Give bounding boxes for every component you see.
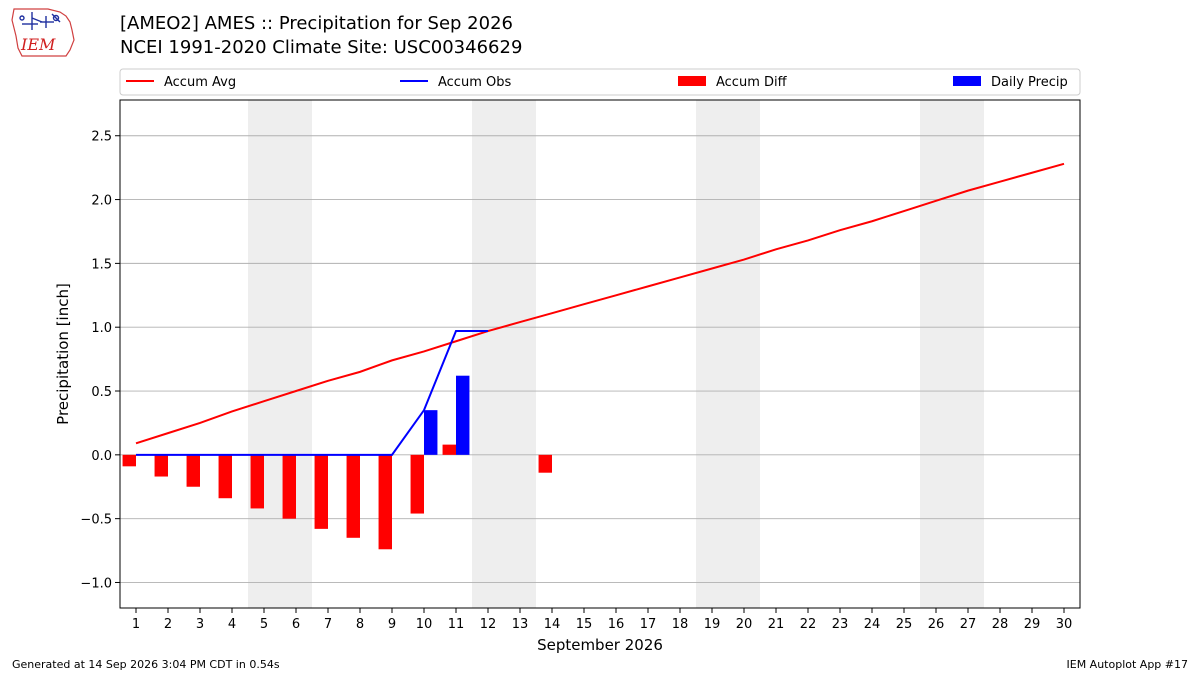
x-tick-label-5: 5 xyxy=(260,617,268,632)
x-tick-label-29: 29 xyxy=(1024,617,1041,632)
x-tick-label-15: 15 xyxy=(576,617,593,632)
x-tick-label-25: 25 xyxy=(896,617,913,632)
x-tick-label-12: 12 xyxy=(480,617,497,632)
y-tick-label-4: 1.0 xyxy=(91,321,112,336)
legend-label-accum-diff: Accum Diff xyxy=(716,75,788,90)
y-tick-label-3: 0.5 xyxy=(91,385,112,400)
weekend-band-2 xyxy=(696,100,760,608)
plot-frame xyxy=(119,99,1081,609)
accum-diff-bar-8 xyxy=(346,454,360,538)
x-tick-label-27: 27 xyxy=(960,617,977,632)
accum-obs-line xyxy=(136,330,488,456)
legend-label-daily-precip: Daily Precip xyxy=(991,75,1068,90)
y-tick-label-6: 2.0 xyxy=(91,194,112,209)
x-tick-label-3: 3 xyxy=(196,617,204,632)
x-tick-label-22: 22 xyxy=(800,617,817,632)
y-tick-label-1: −0.5 xyxy=(80,513,112,528)
y-tick-label-2: 0.0 xyxy=(91,449,112,464)
accum-diff-bar-10 xyxy=(410,454,424,514)
x-tick-label-14: 14 xyxy=(544,617,561,632)
x-tick-label-24: 24 xyxy=(864,617,881,632)
x-tick-label-21: 21 xyxy=(768,617,785,632)
x-tick-label-17: 17 xyxy=(640,617,657,632)
legend-frame xyxy=(119,68,1081,96)
accum-diff-bar-4 xyxy=(218,454,232,499)
accum-diff-bar-7 xyxy=(314,454,328,529)
chart-subtitle: NCEI 1991-2020 Climate Site: USC00346629 xyxy=(120,37,523,58)
legend-swatch-daily-precip xyxy=(953,76,981,86)
x-tick-label-13: 13 xyxy=(512,617,529,632)
x-tick-label-1: 1 xyxy=(132,617,140,632)
x-tick-label-30: 30 xyxy=(1056,617,1073,632)
x-tick-label-9: 9 xyxy=(388,617,396,632)
app-credit: IEM Autoplot App #17 xyxy=(1066,658,1189,671)
weekend-band-0 xyxy=(248,100,312,608)
x-tick-label-8: 8 xyxy=(356,617,364,632)
x-tick-label-6: 6 xyxy=(292,617,300,632)
iem-logo: IEM xyxy=(11,8,75,57)
y-tick-label-0: −1.0 xyxy=(80,576,112,591)
x-tick-label-7: 7 xyxy=(324,617,332,632)
y-axis-label: Precipitation [inch] xyxy=(54,283,72,425)
x-tick-label-28: 28 xyxy=(992,617,1009,632)
legend-swatch-accum-diff xyxy=(678,76,706,86)
legend-label-accum-avg: Accum Avg xyxy=(164,75,236,90)
accum-diff-bar-14 xyxy=(538,454,552,473)
accum-avg-line xyxy=(135,162,1065,445)
y-tick-label-7: 2.5 xyxy=(91,130,112,145)
x-tick-label-4: 4 xyxy=(228,617,236,632)
accum-diff-bar-2 xyxy=(154,454,168,477)
accum-diff-bar-1 xyxy=(122,454,136,467)
chart-title: [AMEO2] AMES :: Precipitation for Sep 20… xyxy=(120,13,513,34)
x-axis-label: September 2026 xyxy=(537,636,663,654)
x-tick-label-10: 10 xyxy=(416,617,433,632)
accum-diff-bar-3 xyxy=(186,454,200,487)
accum-diff-bar-5 xyxy=(250,454,264,509)
x-tick-label-2: 2 xyxy=(164,617,172,632)
accum-diff-bar-11 xyxy=(442,444,456,455)
daily-precip-bar-10 xyxy=(424,410,438,455)
weekend-band-3 xyxy=(920,100,984,608)
x-tick-label-20: 20 xyxy=(736,617,753,632)
legend-label-accum-obs: Accum Obs xyxy=(438,75,511,90)
daily-precip-bar-11 xyxy=(456,375,470,455)
legend: Accum Avg Accum Obs Accum Diff Daily Precip xyxy=(119,68,1081,96)
x-tick-label-23: 23 xyxy=(832,617,849,632)
x-tick-label-18: 18 xyxy=(672,617,689,632)
logo-text: IEM xyxy=(20,35,56,54)
accum-diff-bar-6 xyxy=(282,454,296,519)
x-tick-label-19: 19 xyxy=(704,617,721,632)
weekend-band-1 xyxy=(472,100,536,608)
x-tick-label-11: 11 xyxy=(448,617,465,632)
y-tick-label-5: 1.5 xyxy=(91,257,112,272)
x-tick-label-26: 26 xyxy=(928,617,945,632)
x-tick-label-16: 16 xyxy=(608,617,625,632)
generated-timestamp: Generated at 14 Sep 2026 3:04 PM CDT in … xyxy=(12,658,280,671)
accum-diff-bar-9 xyxy=(378,454,392,550)
